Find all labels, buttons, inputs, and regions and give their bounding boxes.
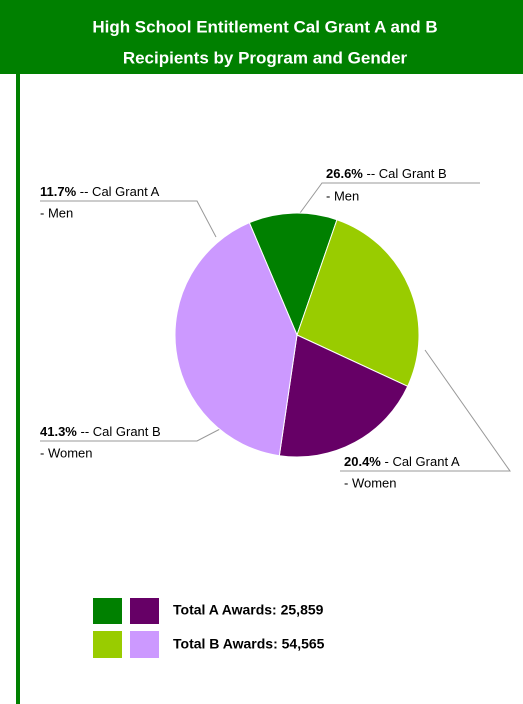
slice-label: - Women: [344, 475, 397, 490]
label-text: -- Cal Grant B: [81, 424, 161, 439]
value-label: 26.6%: [326, 166, 363, 181]
legend-swatch: [130, 631, 159, 658]
slice-label: 41.3% -- Cal Grant B: [40, 424, 161, 439]
legend: Total A Awards: 25,859 Total B Awards: 5…: [93, 598, 325, 658]
title-line: Recipients by Program and Gender: [123, 48, 408, 67]
leader-line: [40, 200, 217, 238]
pie-slice: [174, 222, 298, 457]
slice-label: - Men: [326, 188, 359, 203]
slice-label: - Women: [40, 445, 93, 460]
slice-label: - Men: [40, 205, 73, 220]
value-label: 11.7%: [40, 184, 77, 199]
header-bar: [0, 0, 523, 74]
leader-line: [40, 427, 223, 442]
pie-slice: [278, 334, 409, 458]
legend-entry: Total A Awards: 25,859: [173, 602, 324, 618]
label-text: - Cal Grant A: [385, 454, 460, 469]
label-text: -- Cal Grant B: [367, 166, 447, 181]
label-text: -- Cal Grant A: [80, 184, 160, 199]
pie-slice: [296, 219, 420, 387]
legend-entry: Total B Awards: 54,565: [173, 636, 325, 652]
slice-label: 20.4% - Cal Grant A: [344, 454, 460, 469]
leader-lines: [40, 182, 511, 472]
value-label: 20.4%: [344, 454, 381, 469]
value-label: 41.3%: [40, 424, 77, 439]
pie: [174, 212, 420, 458]
title-line: High School Entitlement Cal Grant A and …: [92, 17, 437, 36]
legend-swatch: [93, 631, 122, 658]
slice-label: 26.6% -- Cal Grant B: [326, 166, 447, 181]
leader-line: [299, 182, 480, 214]
left-border: [16, 74, 20, 704]
pie-slice: [248, 212, 338, 337]
slice-labels: 11.7% -- Cal Grant A - Men 26.6% -- Cal Gr…: [40, 166, 460, 490]
slice-label: 11.7% -- Cal Grant A: [40, 184, 160, 199]
legend-swatch: [93, 598, 122, 624]
leader-line: [340, 349, 511, 472]
legend-swatch: [130, 598, 159, 624]
